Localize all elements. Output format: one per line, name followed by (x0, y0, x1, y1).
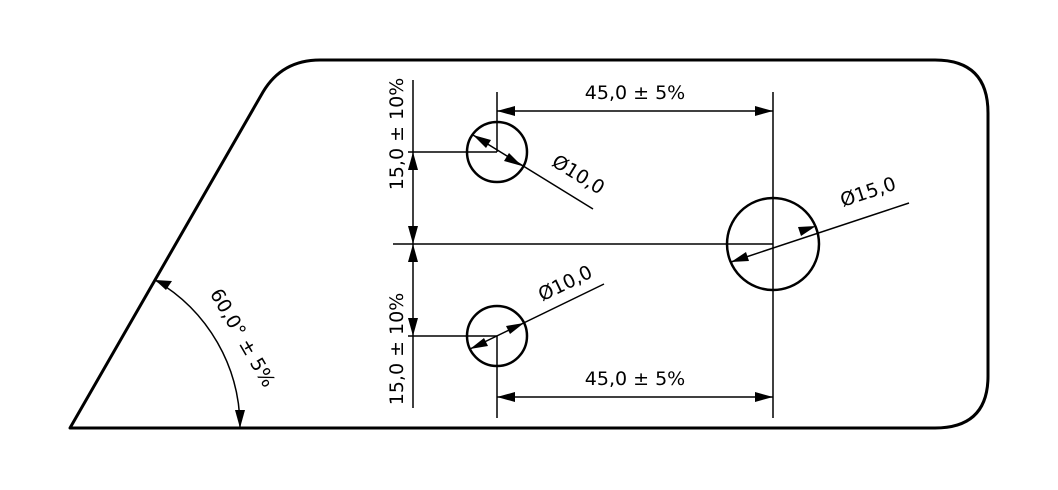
chamfer-angle-label: 60,0° ± 5% (205, 285, 279, 391)
top-vertical-dimension-label: 15,0 ± 10% (386, 78, 408, 191)
bottom-vertical-dimension-label: 15,0 ± 10% (386, 293, 408, 406)
top-hole-diameter-label: Ø10,0 (548, 151, 608, 200)
top-vertical-dimension: 15,0 ± 10% (386, 78, 418, 244)
large-hole-diameter-label: Ø15,0 (837, 173, 898, 212)
bottom-hole-diameter-label: Ø10,0 (535, 261, 596, 306)
top-hole-diameter-dimension: Ø10,0 (472, 134, 608, 210)
top-horizontal-dimension: 45,0 ± 5% (497, 82, 773, 116)
top-horizontal-dimension-label: 45,0 ± 5% (585, 82, 685, 104)
bottom-horizontal-dimension: 45,0 ± 5% (497, 368, 773, 402)
chamfer-angle-dimension: 60,0° ± 5% (154, 279, 279, 429)
bottom-vertical-dimension: 15,0 ± 10% (386, 244, 418, 405)
part-outline (68, 58, 990, 430)
bottom-horizontal-dimension-label: 45,0 ± 5% (585, 368, 685, 390)
